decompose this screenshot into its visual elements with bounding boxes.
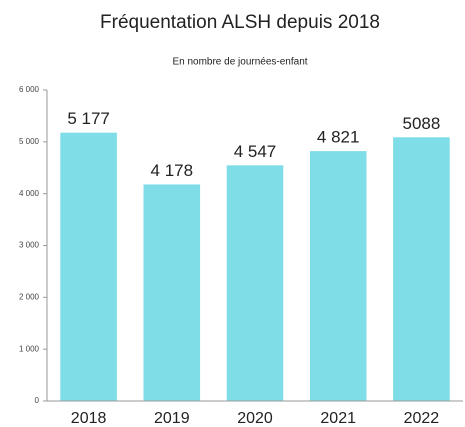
bar [393, 137, 450, 401]
y-tick-label: 4 000 [19, 189, 40, 198]
y-tick-label: 0 [35, 396, 40, 405]
bar [309, 151, 367, 401]
bar [143, 184, 201, 401]
y-tick-label: 1 000 [19, 344, 40, 353]
value-label: 4 547 [234, 142, 277, 161]
chart-subtitle: En nombre de journées-enfant [172, 57, 307, 68]
bar [60, 132, 117, 402]
y-tick-label: 5 000 [19, 137, 40, 146]
x-tick-label: 2020 [237, 410, 273, 427]
value-label: 5088 [402, 114, 440, 133]
bar [226, 165, 284, 401]
y-tick-label: 2 000 [19, 292, 40, 301]
value-label: 4 178 [151, 161, 194, 180]
chart-title: Fréquentation ALSH depuis 2018 [100, 12, 380, 33]
x-tick-label: 2018 [71, 410, 107, 427]
value-label: 5 177 [67, 109, 110, 128]
value-label: 4 821 [317, 128, 360, 147]
y-tick-label: 6 000 [19, 85, 40, 94]
x-tick-label: 2022 [404, 410, 440, 427]
x-tick-label: 2019 [154, 410, 190, 427]
y-tick-label: 3 000 [19, 241, 40, 250]
x-tick-label: 2021 [320, 410, 356, 427]
